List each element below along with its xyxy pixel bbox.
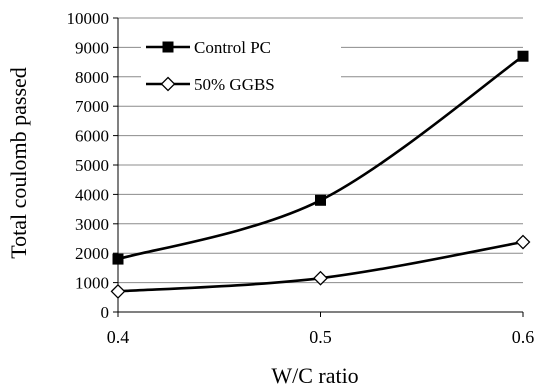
y-axis-title: Total coulomb passed (6, 67, 31, 259)
tick-labels: 0 1000 2000 3000 4000 5000 6000 7000 8000 9000 100… (67, 9, 535, 347)
data-point-control-pc (517, 50, 529, 62)
data-point-control-pc (112, 253, 124, 265)
y-tick-label: 1000 (75, 274, 109, 293)
axes (113, 17, 524, 317)
y-tick-label: 8000 (75, 68, 109, 87)
x-tick-label: 0.6 (512, 327, 535, 347)
y-tick-label: 6000 (75, 127, 109, 146)
y-tick-label: 3000 (75, 215, 109, 234)
x-tick-label: 0.5 (309, 327, 332, 347)
y-tick-label: 2000 (75, 244, 109, 263)
legend-label-control-pc: Control PC (194, 38, 271, 57)
y-tick-label: 10000 (67, 9, 110, 28)
y-tick-label: 9000 (75, 38, 109, 57)
legend-label-50-ggbs: 50% GGBS (194, 75, 275, 94)
data-point-control-pc (315, 194, 326, 206)
legend-marker-50-ggbs (160, 76, 176, 92)
data-point-50-ggbs (313, 270, 328, 286)
y-tick-label: 0 (101, 303, 110, 322)
y-tick-label: 4000 (75, 185, 109, 204)
series-markers (110, 50, 531, 299)
legend-marker-control-pc (162, 41, 174, 53)
data-point-50-ggbs (110, 284, 126, 299)
x-axis-title: W/C ratio (271, 363, 358, 388)
x-tick-label: 0.4 (107, 327, 130, 347)
y-tick-label: 7000 (75, 97, 109, 116)
legend: Control PC 50% GGBS (141, 33, 341, 98)
y-tick-label: 5000 (75, 156, 109, 175)
data-point-50-ggbs (515, 234, 531, 250)
